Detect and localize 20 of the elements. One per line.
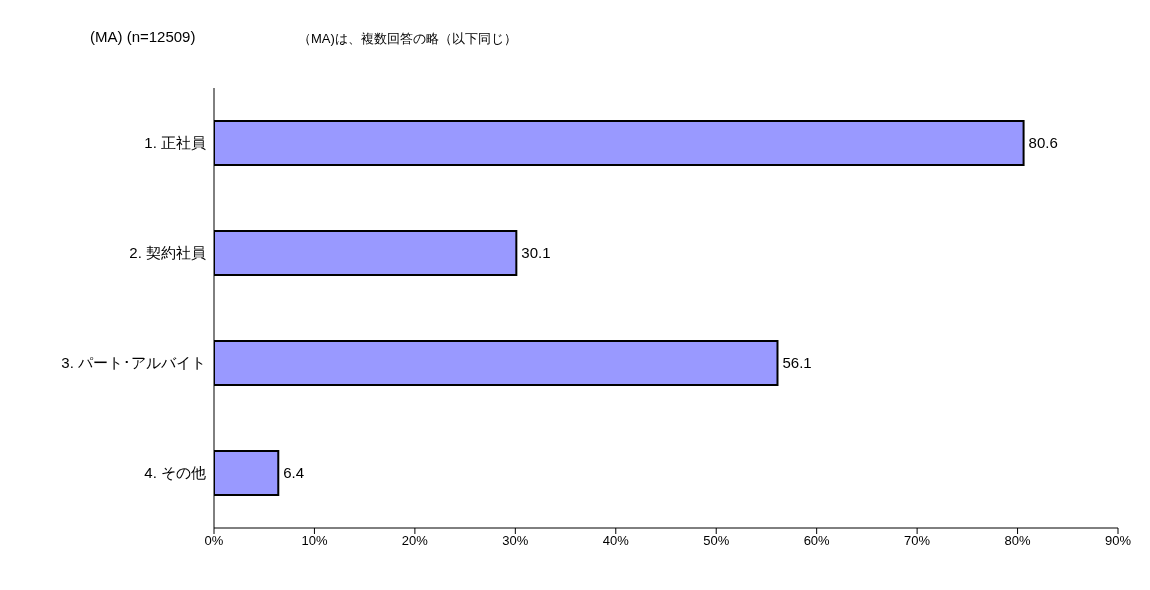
data-label: 30.1	[521, 244, 551, 262]
x-tick-label: 40%	[602, 533, 630, 549]
x-tick-label: 0%	[204, 533, 224, 549]
x-tick-label: 80%	[1004, 533, 1031, 549]
x-tick-label: 30%	[502, 533, 529, 549]
y-tick-label: 2. 契約社員	[129, 244, 206, 262]
data-label: 56.1	[782, 354, 812, 372]
x-tick-label: 70%	[904, 533, 931, 549]
x-tick-label: 60%	[803, 533, 831, 549]
chart-title: (MA) (n=12509)	[90, 28, 196, 45]
data-label: 6.4	[283, 464, 305, 482]
chart-subtitle: （MA)は、複数回答の略（以下同じ）	[298, 30, 517, 48]
y-tick-label: 4. その他	[144, 464, 206, 482]
x-tick-label: 50%	[703, 533, 730, 549]
x-tick-label: 90%	[1104, 533, 1132, 549]
y-tick-label: 1. 正社員	[144, 134, 206, 152]
x-tick-label: 20%	[401, 533, 429, 549]
data-label: 80.6	[1028, 134, 1058, 152]
x-tick-label: 10%	[301, 533, 328, 549]
y-tick-label: 3. パート･アルバイト	[61, 354, 206, 372]
